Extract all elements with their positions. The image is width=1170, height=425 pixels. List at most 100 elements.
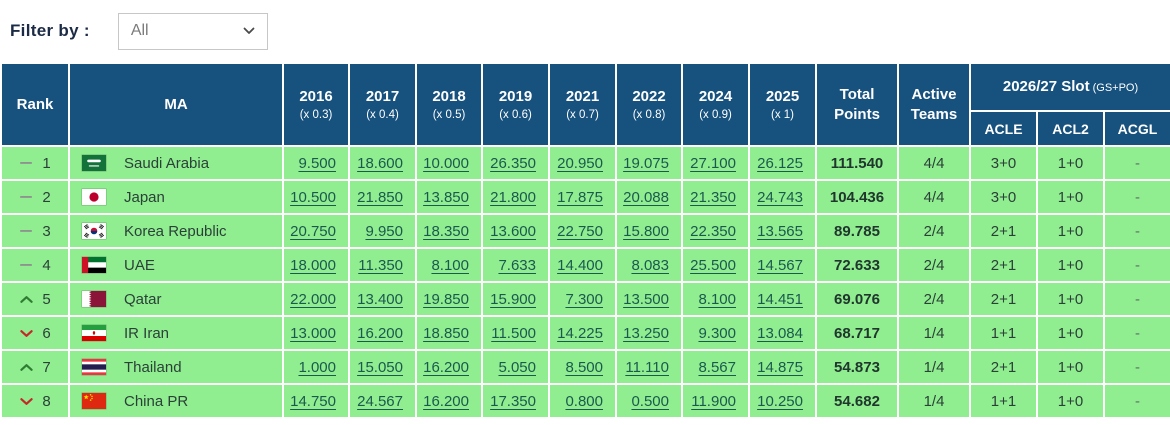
acgl-slot-cell: - [1102, 145, 1170, 181]
points-link[interactable]: 17.350 [490, 392, 536, 410]
points-cell: 13.600 [481, 213, 550, 249]
points-link[interactable]: 19.850 [423, 290, 469, 308]
points-link[interactable]: 0.500 [631, 392, 669, 410]
points-link[interactable]: 13.250 [623, 324, 669, 342]
points-link[interactable]: 8.083 [631, 256, 669, 274]
year-multiplier: (x 0.3) [299, 109, 333, 121]
points-cell: 11.350 [348, 247, 417, 283]
points-link[interactable]: 21.850 [357, 188, 403, 206]
points-link[interactable]: 9.300 [698, 324, 736, 342]
cn-flag-icon [82, 393, 106, 409]
ir-flag-icon [82, 325, 106, 341]
rank-same-icon [19, 161, 33, 165]
points-link[interactable]: 21.800 [490, 188, 536, 206]
points-link[interactable]: 16.200 [423, 358, 469, 376]
points-link[interactable]: 14.567 [757, 256, 803, 274]
points-link[interactable]: 15.050 [357, 358, 403, 376]
points-link[interactable]: 11.350 [358, 256, 403, 274]
points-cell: 19.850 [415, 281, 483, 317]
points-link[interactable]: 15.800 [623, 222, 669, 240]
points-link[interactable]: 13.500 [623, 290, 669, 308]
points-link[interactable]: 14.451 [757, 290, 803, 308]
points-link[interactable]: 16.200 [357, 324, 403, 342]
points-link[interactable]: 8.100 [698, 290, 736, 308]
points-link[interactable]: 7.633 [498, 256, 536, 274]
points-link[interactable]: 25.500 [690, 256, 736, 274]
points-link[interactable]: 14.400 [557, 256, 603, 274]
points-link[interactable]: 16.200 [423, 392, 469, 410]
filter-select[interactable]: All [117, 12, 268, 50]
points-link[interactable]: 7.300 [565, 290, 603, 308]
points-cell: 20.088 [615, 179, 683, 215]
points-link[interactable]: 21.350 [690, 188, 736, 206]
acgl-slot-cell: - [1102, 213, 1170, 249]
points-link[interactable]: 19.075 [623, 154, 669, 172]
points-link[interactable]: 8.100 [431, 256, 469, 274]
points-link[interactable]: 22.350 [690, 222, 736, 240]
rank-number: 2 [42, 188, 51, 206]
points-link[interactable]: 5.050 [498, 358, 536, 376]
points-link[interactable]: 20.950 [557, 154, 603, 172]
points-cell: 9.300 [681, 315, 750, 351]
points-link[interactable]: 1.000 [298, 358, 336, 376]
points-cell: 13.084 [748, 315, 817, 351]
year-label: 2022 [632, 88, 666, 105]
points-link[interactable]: 9.500 [298, 154, 336, 172]
points-cell: 8.500 [548, 349, 617, 385]
points-link[interactable]: 13.565 [757, 222, 803, 240]
points-link[interactable]: 20.088 [623, 188, 669, 206]
points-link[interactable]: 13.600 [490, 222, 536, 240]
points-link[interactable]: 8.567 [698, 358, 736, 376]
points-link[interactable]: 26.125 [757, 154, 803, 172]
points-link[interactable]: 17.875 [557, 188, 603, 206]
points-link[interactable]: 13.850 [423, 188, 469, 206]
points-link[interactable]: 0.800 [565, 392, 603, 410]
points-cell: 16.200 [415, 349, 483, 385]
table-row: 3 Korea Republic 20.750 9.950 18.350 13.600 22… [0, 213, 1170, 249]
points-link[interactable]: 10.000 [423, 154, 469, 172]
kr-flag-icon [82, 223, 106, 239]
points-link[interactable]: 18.850 [423, 324, 469, 342]
points-link[interactable]: 18.600 [357, 154, 403, 172]
acgl-slot-cell: - [1102, 281, 1170, 317]
points-link[interactable]: 22.000 [290, 290, 336, 308]
rank-cell: 4 [0, 247, 70, 283]
points-link[interactable]: 24.567 [357, 392, 403, 410]
col-header-slot-acl2: ACL2 [1036, 110, 1105, 147]
points-link[interactable]: 14.750 [290, 392, 336, 410]
points-link[interactable]: 10.250 [757, 392, 803, 410]
active-teams-cell: 1/4 [897, 349, 971, 385]
col-header-ma: MA [68, 62, 284, 147]
points-link[interactable]: 18.350 [423, 222, 469, 240]
year-label: 2017 [365, 88, 400, 105]
points-link[interactable]: 15.900 [490, 290, 536, 308]
points-link[interactable]: 20.750 [290, 222, 336, 240]
points-cell: 8.100 [415, 247, 483, 283]
points-link[interactable]: 18.000 [290, 256, 336, 274]
table-row: 8 China PR 14.750 24.567 16.200 17.350 0.800 0.… [0, 383, 1170, 419]
points-link[interactable]: 26.350 [490, 154, 536, 172]
points-link[interactable]: 22.750 [557, 222, 603, 240]
points-link[interactable]: 13.000 [290, 324, 336, 342]
total-points-cell: 104.436 [815, 179, 899, 215]
points-link[interactable]: 13.084 [757, 324, 803, 342]
points-link[interactable]: 24.743 [757, 188, 803, 206]
acl2-slot-cell: 1+0 [1036, 145, 1105, 181]
points-link[interactable]: 14.875 [757, 358, 803, 376]
points-link[interactable]: 14.225 [557, 324, 603, 342]
points-cell: 16.200 [415, 383, 483, 419]
col-header-year: 2022 (x 0.8) [615, 62, 683, 147]
points-link[interactable]: 10.500 [290, 188, 336, 206]
points-link[interactable]: 11.110 [625, 358, 669, 376]
points-link[interactable]: 13.400 [357, 290, 403, 308]
points-link[interactable]: 9.950 [365, 222, 403, 240]
acle-slot-cell: 2+1 [969, 349, 1038, 385]
points-link[interactable]: 8.500 [565, 358, 603, 376]
table-row: 7 Thailand 1.000 15.050 16.200 5.050 8.500 11.1… [0, 349, 1170, 385]
points-cell: 19.075 [615, 145, 683, 181]
points-link[interactable]: 27.100 [690, 154, 736, 172]
points-link[interactable]: 11.500 [491, 324, 536, 342]
acgl-slot-cell: - [1102, 179, 1170, 215]
points-link[interactable]: 11.900 [691, 392, 736, 410]
rank-number: 8 [42, 392, 51, 410]
